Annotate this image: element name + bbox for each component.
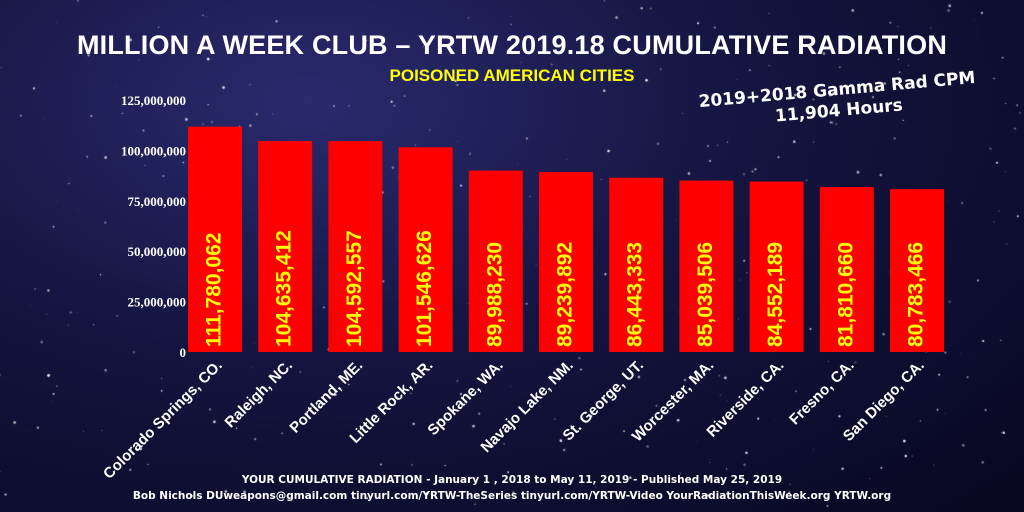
bar xyxy=(258,141,313,352)
bar xyxy=(188,126,242,352)
y-tick-label: 100,000,000 xyxy=(121,143,186,158)
bar-data-label: 85,039,506 xyxy=(694,242,717,347)
x-tick-label: Portland, ME. xyxy=(286,357,366,437)
bar-data-label: 80,783,466 xyxy=(905,242,928,347)
bar-data-label: 104,635,412 xyxy=(273,230,296,347)
footer-credits: Bob Nichols DUweapons@gmail.com tinyurl.… xyxy=(132,490,892,502)
y-tick-label: 50,000,000 xyxy=(128,244,187,259)
y-tick-label: 0 xyxy=(180,345,187,360)
bar-data-label: 86,443,333 xyxy=(624,242,647,347)
footer-date-range: YOUR CUMULATIVE RADIATION - January 1 , … xyxy=(241,474,783,486)
bar xyxy=(749,181,804,352)
y-tick-label: 25,000,000 xyxy=(128,295,187,310)
bar-data-label: 89,239,892 xyxy=(554,242,577,347)
bar-data-label: 101,546,626 xyxy=(413,230,436,347)
y-tick-label: 75,000,000 xyxy=(128,194,187,209)
bar-data-label: 104,592,557 xyxy=(343,230,366,347)
bar xyxy=(328,141,383,352)
x-tick-label: Colorado Springs, CO. xyxy=(100,357,226,483)
x-tick-label: Raleigh, NC. xyxy=(222,357,297,432)
bar-data-label: 81,810,660 xyxy=(834,242,857,347)
bar-data-label: 84,552,189 xyxy=(764,242,787,347)
bar xyxy=(819,187,874,352)
bar-data-label: 89,988,230 xyxy=(483,242,506,347)
bar xyxy=(468,170,523,352)
bar-data-label: 111,780,062 xyxy=(203,233,226,347)
bar xyxy=(890,189,944,352)
bar xyxy=(539,172,593,352)
x-tick-label: Fresno, CA. xyxy=(786,357,858,429)
chart-subtitle: POISONED AMERICAN CITIES xyxy=(389,66,635,85)
y-tick-label: 125,000,000 xyxy=(121,93,186,108)
bar xyxy=(679,180,734,352)
chart-title: MILLION A WEEK CLUB – YRTW 2019.18 CUMUL… xyxy=(76,30,948,60)
bar xyxy=(609,177,664,352)
bar xyxy=(398,147,453,352)
